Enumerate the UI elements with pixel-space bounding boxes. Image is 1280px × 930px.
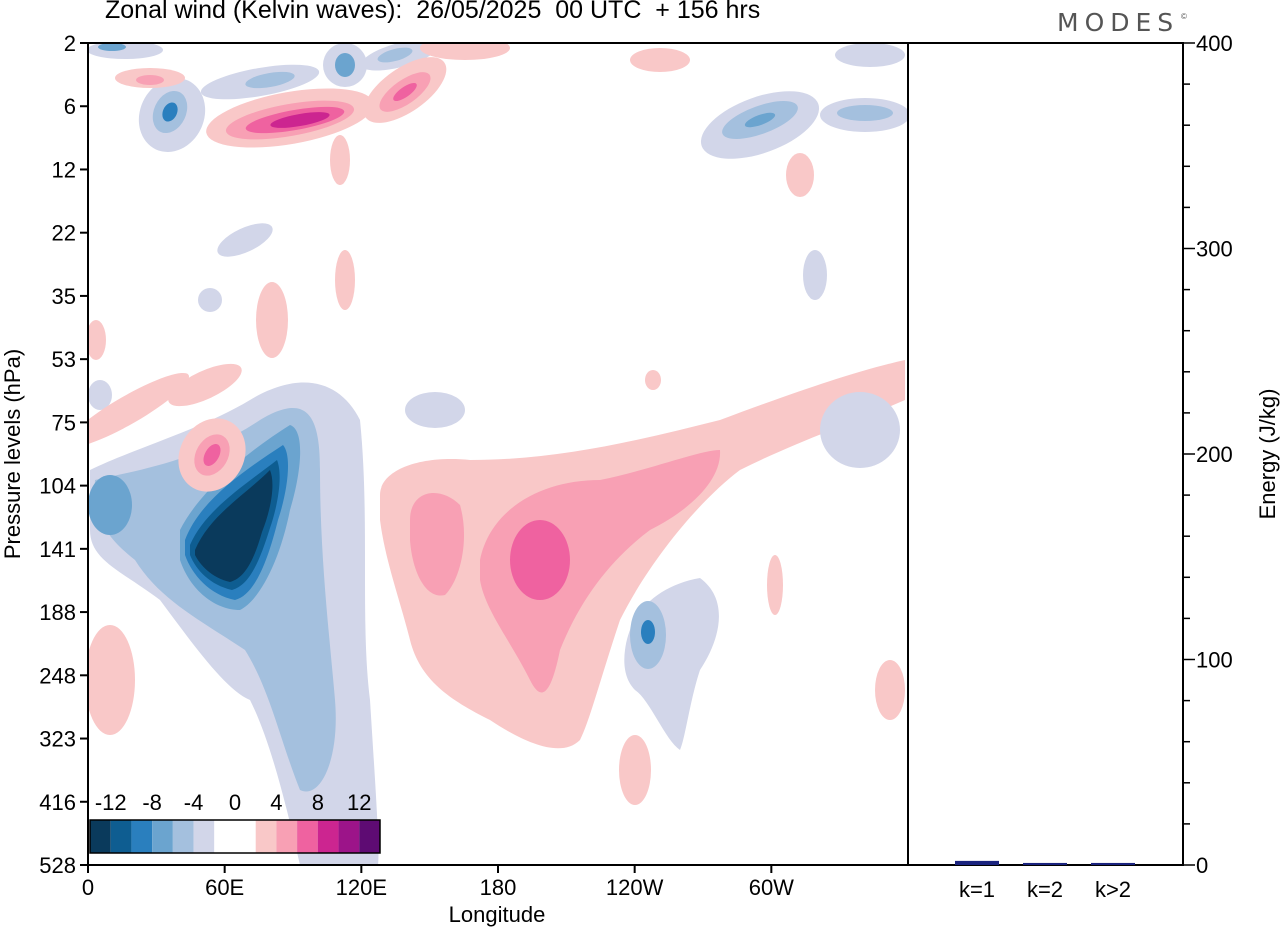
colorbar-swatch	[172, 820, 194, 853]
colorbar-swatch	[255, 820, 277, 853]
anomaly-contour-upper-positive	[88, 43, 814, 407]
x-tick-label: 120W	[606, 875, 664, 900]
x-tick-label: 120E	[336, 875, 387, 900]
colorbar-labels: -12 -8 -4 0 4 8 12	[95, 790, 372, 815]
energy-tick-label: 400	[1196, 31, 1233, 56]
y-tick-label: 416	[39, 790, 76, 815]
colorbar-swatch	[110, 820, 132, 853]
x-tick-label: 0	[82, 875, 94, 900]
energy-bar	[1091, 862, 1135, 865]
chart-title: Zonal wind (Kelvin waves): 26/05/2025 00…	[105, 0, 761, 24]
x-tick-label: 60W	[749, 875, 794, 900]
y-axis: 2 6 12 22 35 53 75 104 141 188 248 323 416 528	[39, 31, 88, 878]
brand-mark: ©	[1181, 12, 1187, 21]
colorbar-swatch	[90, 820, 111, 853]
colorbar-swatch	[338, 820, 360, 853]
colorbar-swatch	[276, 820, 298, 853]
colorbar-label: 4	[270, 790, 282, 815]
colorbar-label: -4	[184, 790, 204, 815]
energy-bar	[1023, 862, 1067, 865]
energy-tick-label: 100	[1196, 648, 1233, 673]
energy-categories: k=1 k=2 k>2	[959, 877, 1131, 902]
colorbar-label: 0	[229, 790, 241, 815]
energy-bars	[955, 860, 1135, 865]
y-tick-label: 12	[52, 157, 76, 182]
anomaly-contour-east-negative	[624, 392, 900, 750]
heatmap-area	[88, 43, 908, 865]
y-tick-label: 141	[39, 537, 76, 562]
y-axis-label: Pressure levels (hPa)	[0, 349, 25, 559]
colorbar-swatch	[317, 820, 339, 853]
colorbar-label: 12	[347, 790, 371, 815]
y-tick-label: 2	[64, 31, 76, 56]
colorbar-swatch	[359, 820, 380, 853]
anomaly-contour-lower-positive	[88, 360, 905, 805]
energy-category-label: k>2	[1095, 877, 1131, 902]
y-tick-label: 75	[52, 410, 76, 435]
x-tick-label: 180	[480, 875, 517, 900]
colorbar-swatch	[235, 820, 256, 853]
energy-tick-label: 300	[1196, 237, 1233, 262]
colorbar-label: -12	[95, 790, 127, 815]
energy-category-label: k=1	[959, 877, 995, 902]
energy-tick-label: 200	[1196, 442, 1233, 467]
colorbar-swatch	[152, 820, 173, 853]
colorbar-swatch	[131, 820, 153, 853]
y-tick-label: 323	[39, 727, 76, 752]
energy-bar	[955, 860, 999, 865]
x-axis: 0 60E 120E 180 120W 60W	[82, 865, 794, 900]
y-tick-label: 53	[52, 347, 76, 372]
y-tick-label: 35	[52, 284, 76, 309]
y-tick-label: 22	[52, 221, 76, 246]
anomaly-contour-lower-negative	[88, 382, 379, 865]
x-axis-label: Longitude	[449, 902, 546, 927]
x-tick-label: 60E	[205, 875, 244, 900]
colorbar-frame	[89, 819, 381, 854]
colorbar-label: 8	[312, 790, 324, 815]
energy-axis: 0 100 200 300 400	[1183, 31, 1233, 878]
anomaly-contour-upper-negative	[88, 43, 908, 428]
colorbar-label: -8	[142, 790, 162, 815]
y-tick-label: 248	[39, 663, 76, 688]
y-tick-label: 104	[39, 474, 76, 499]
energy-axis-label: Energy (J/kg)	[1255, 389, 1280, 520]
y-tick-label: 6	[64, 94, 76, 119]
colorbar-swatch	[193, 820, 215, 853]
y-tick-label: 528	[39, 853, 76, 878]
energy-category-label: k=2	[1027, 877, 1063, 902]
energy-tick-label: 0	[1196, 853, 1208, 878]
y-tick-label: 188	[39, 600, 76, 625]
colorbar	[89, 819, 381, 854]
brand-logo: MODES	[1057, 8, 1180, 37]
colorbar-swatch	[214, 820, 235, 853]
colorbar-swatch	[297, 820, 318, 853]
energy-frame	[907, 42, 1184, 866]
